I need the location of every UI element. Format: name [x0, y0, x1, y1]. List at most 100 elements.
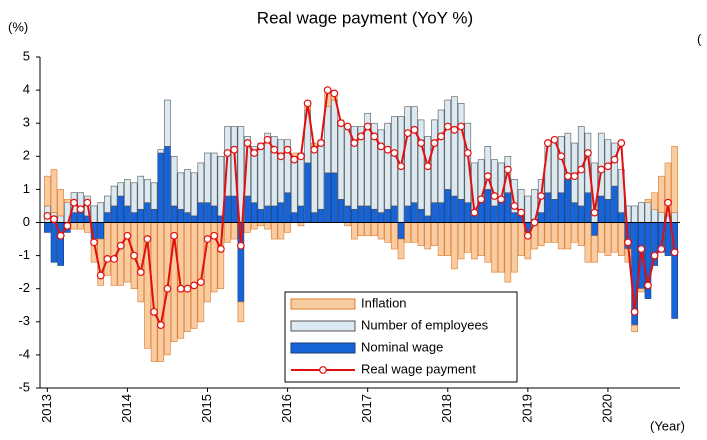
x-tick-label: 2014: [119, 394, 134, 423]
marker: [457, 122, 466, 131]
marker: [230, 145, 239, 154]
bar: [477, 222, 485, 256]
marker: [123, 231, 132, 240]
bar: [471, 215, 478, 223]
marker: [90, 238, 98, 247]
bar: [357, 126, 365, 207]
bar: [324, 172, 331, 223]
bar: [57, 189, 64, 217]
marker: [196, 278, 205, 286]
bar: [417, 119, 425, 210]
bar: [104, 195, 111, 213]
bar: [617, 212, 625, 223]
bar: [584, 222, 592, 263]
bar: [564, 179, 572, 223]
bar: [517, 222, 525, 256]
bar: [130, 212, 138, 223]
marker: [390, 149, 399, 157]
bar: [497, 222, 505, 273]
bar: [124, 179, 131, 207]
bar: [344, 129, 351, 207]
bar: [244, 195, 251, 223]
bar: [437, 222, 445, 256]
bar: [70, 222, 78, 230]
bar: [104, 212, 111, 223]
bar: [451, 195, 458, 223]
bar: [351, 222, 358, 240]
marker: [70, 198, 78, 207]
bar: [557, 192, 565, 223]
bar: [331, 172, 338, 223]
bar: [284, 222, 291, 233]
bar: [591, 222, 598, 237]
bar: [484, 146, 492, 190]
bar: [170, 156, 178, 207]
bar: [391, 222, 398, 250]
marker: [317, 139, 325, 147]
bar: [270, 205, 278, 223]
marker: [597, 165, 606, 174]
y-tick-label: -4: [18, 346, 30, 361]
marker: [450, 125, 459, 134]
marker: [557, 152, 566, 161]
bar: [297, 205, 305, 223]
marker: [263, 135, 272, 144]
marker: [83, 198, 92, 207]
bar: [264, 222, 271, 230]
bar: [190, 222, 198, 329]
x-tick-label: 2015: [199, 394, 214, 423]
bar: [464, 202, 472, 223]
marker: [136, 268, 145, 277]
bar: [351, 126, 358, 210]
marker: [664, 198, 672, 207]
bar: [471, 222, 478, 260]
marker: [343, 122, 352, 131]
bar: [457, 199, 465, 223]
marker: [56, 231, 65, 240]
marker: [417, 139, 425, 147]
marker: [423, 162, 432, 171]
bar: [331, 99, 338, 174]
bar: [50, 222, 58, 263]
bar: [337, 122, 345, 200]
y-tick-label: 3: [23, 115, 30, 130]
marker: [183, 284, 192, 293]
bar: [264, 205, 271, 223]
x-tick-label: 2017: [359, 394, 374, 423]
marker: [323, 86, 332, 94]
bar: [417, 208, 425, 223]
marker: [584, 149, 592, 157]
bar: [484, 222, 492, 263]
bar: [544, 192, 552, 223]
bar: [77, 222, 85, 230]
marker: [156, 321, 165, 330]
bar: [557, 222, 565, 250]
marker: [437, 132, 445, 141]
bar: [371, 122, 378, 210]
y-tick-label: -5: [18, 379, 30, 394]
marker: [50, 215, 58, 224]
bar: [591, 235, 598, 263]
bar: [464, 122, 472, 203]
marker: [537, 192, 546, 200]
bar: [57, 215, 64, 223]
marker: [523, 231, 532, 240]
bar: [597, 222, 605, 253]
marker: [403, 129, 412, 138]
bar: [617, 222, 625, 256]
bar: [177, 222, 185, 339]
marker: [43, 211, 52, 220]
marker: [303, 99, 312, 108]
bar: [310, 212, 318, 223]
marker: [337, 119, 345, 128]
marker: [570, 172, 579, 181]
bar: [64, 199, 71, 203]
bar: [404, 222, 412, 243]
right-unit: (: [697, 31, 702, 46]
bar: [631, 205, 638, 223]
bar: [250, 202, 258, 223]
marker: [550, 135, 559, 144]
marker: [577, 165, 586, 174]
marker: [617, 139, 626, 147]
